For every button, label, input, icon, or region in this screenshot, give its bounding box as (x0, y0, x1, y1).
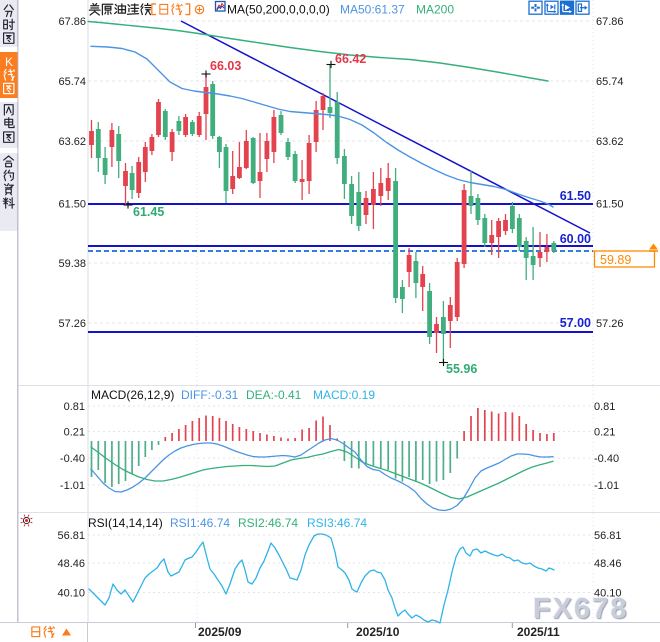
svg-text:-1.01: -1.01 (594, 480, 619, 492)
svg-text:0.81: 0.81 (594, 401, 615, 413)
svg-text:DIFF:-0.31: DIFF:-0.31 (181, 388, 239, 402)
svg-text:MACD:0.19: MACD:0.19 (313, 388, 375, 402)
svg-text:65.74: 65.74 (58, 76, 86, 88)
svg-text:65.74: 65.74 (596, 76, 624, 88)
svg-text:60.00: 60.00 (560, 232, 591, 246)
svg-text:66.42: 66.42 (335, 52, 366, 66)
svg-text:40.10: 40.10 (57, 588, 85, 600)
svg-text:FX678: FX678 (533, 593, 628, 625)
svg-text:-0.40: -0.40 (60, 453, 85, 465)
svg-text:61.50: 61.50 (560, 189, 591, 203)
svg-text:0.81: 0.81 (64, 401, 85, 413)
svg-text:RSI1:46.74: RSI1:46.74 (170, 516, 230, 530)
svg-text:K: K (5, 55, 13, 69)
svg-text:67.86: 67.86 (596, 16, 624, 28)
svg-text:MA(50,200,0,0,0,0): MA(50,200,0,0,0,0) (227, 3, 330, 17)
svg-text:57.00: 57.00 (560, 316, 591, 330)
svg-text:MACD(26,12,9): MACD(26,12,9) (91, 388, 174, 402)
svg-text:57.26: 57.26 (596, 318, 624, 330)
svg-text:48.46: 48.46 (594, 558, 622, 570)
svg-text:67.86: 67.86 (58, 16, 86, 28)
svg-text:59.38: 59.38 (58, 258, 86, 270)
svg-text:56.81: 56.81 (57, 530, 85, 542)
svg-text:-1.01: -1.01 (60, 480, 85, 492)
svg-text:RSI(14,14,14): RSI(14,14,14) (88, 516, 163, 530)
svg-text:RSI3:46.74: RSI3:46.74 (307, 516, 367, 530)
svg-text:66.03: 66.03 (210, 59, 241, 73)
svg-text:61.50: 61.50 (596, 199, 624, 211)
svg-text:2025/09: 2025/09 (198, 625, 242, 639)
svg-text:61.45: 61.45 (133, 205, 164, 219)
svg-text:61.50: 61.50 (58, 199, 86, 211)
svg-text:MA50:61.37: MA50:61.37 (340, 3, 405, 17)
svg-text:0.21: 0.21 (64, 427, 85, 439)
svg-text:2025/11: 2025/11 (517, 625, 560, 639)
svg-text:RSI2:46.74: RSI2:46.74 (238, 516, 298, 530)
svg-text:2025/10: 2025/10 (356, 625, 400, 639)
svg-text:57.26: 57.26 (58, 318, 86, 330)
svg-text:40.10: 40.10 (594, 588, 622, 600)
svg-text:55.96: 55.96 (446, 362, 477, 376)
svg-text:56.81: 56.81 (594, 530, 622, 542)
svg-text:63.62: 63.62 (58, 136, 86, 148)
svg-text:63.62: 63.62 (596, 136, 624, 148)
svg-text:48.46: 48.46 (57, 558, 85, 570)
svg-text:-0.40: -0.40 (594, 453, 619, 465)
svg-text:MA200: MA200 (416, 3, 454, 17)
svg-text:DEA:-0.41: DEA:-0.41 (246, 388, 302, 402)
svg-text:0.21: 0.21 (594, 427, 615, 439)
svg-text:59.89: 59.89 (600, 253, 631, 267)
